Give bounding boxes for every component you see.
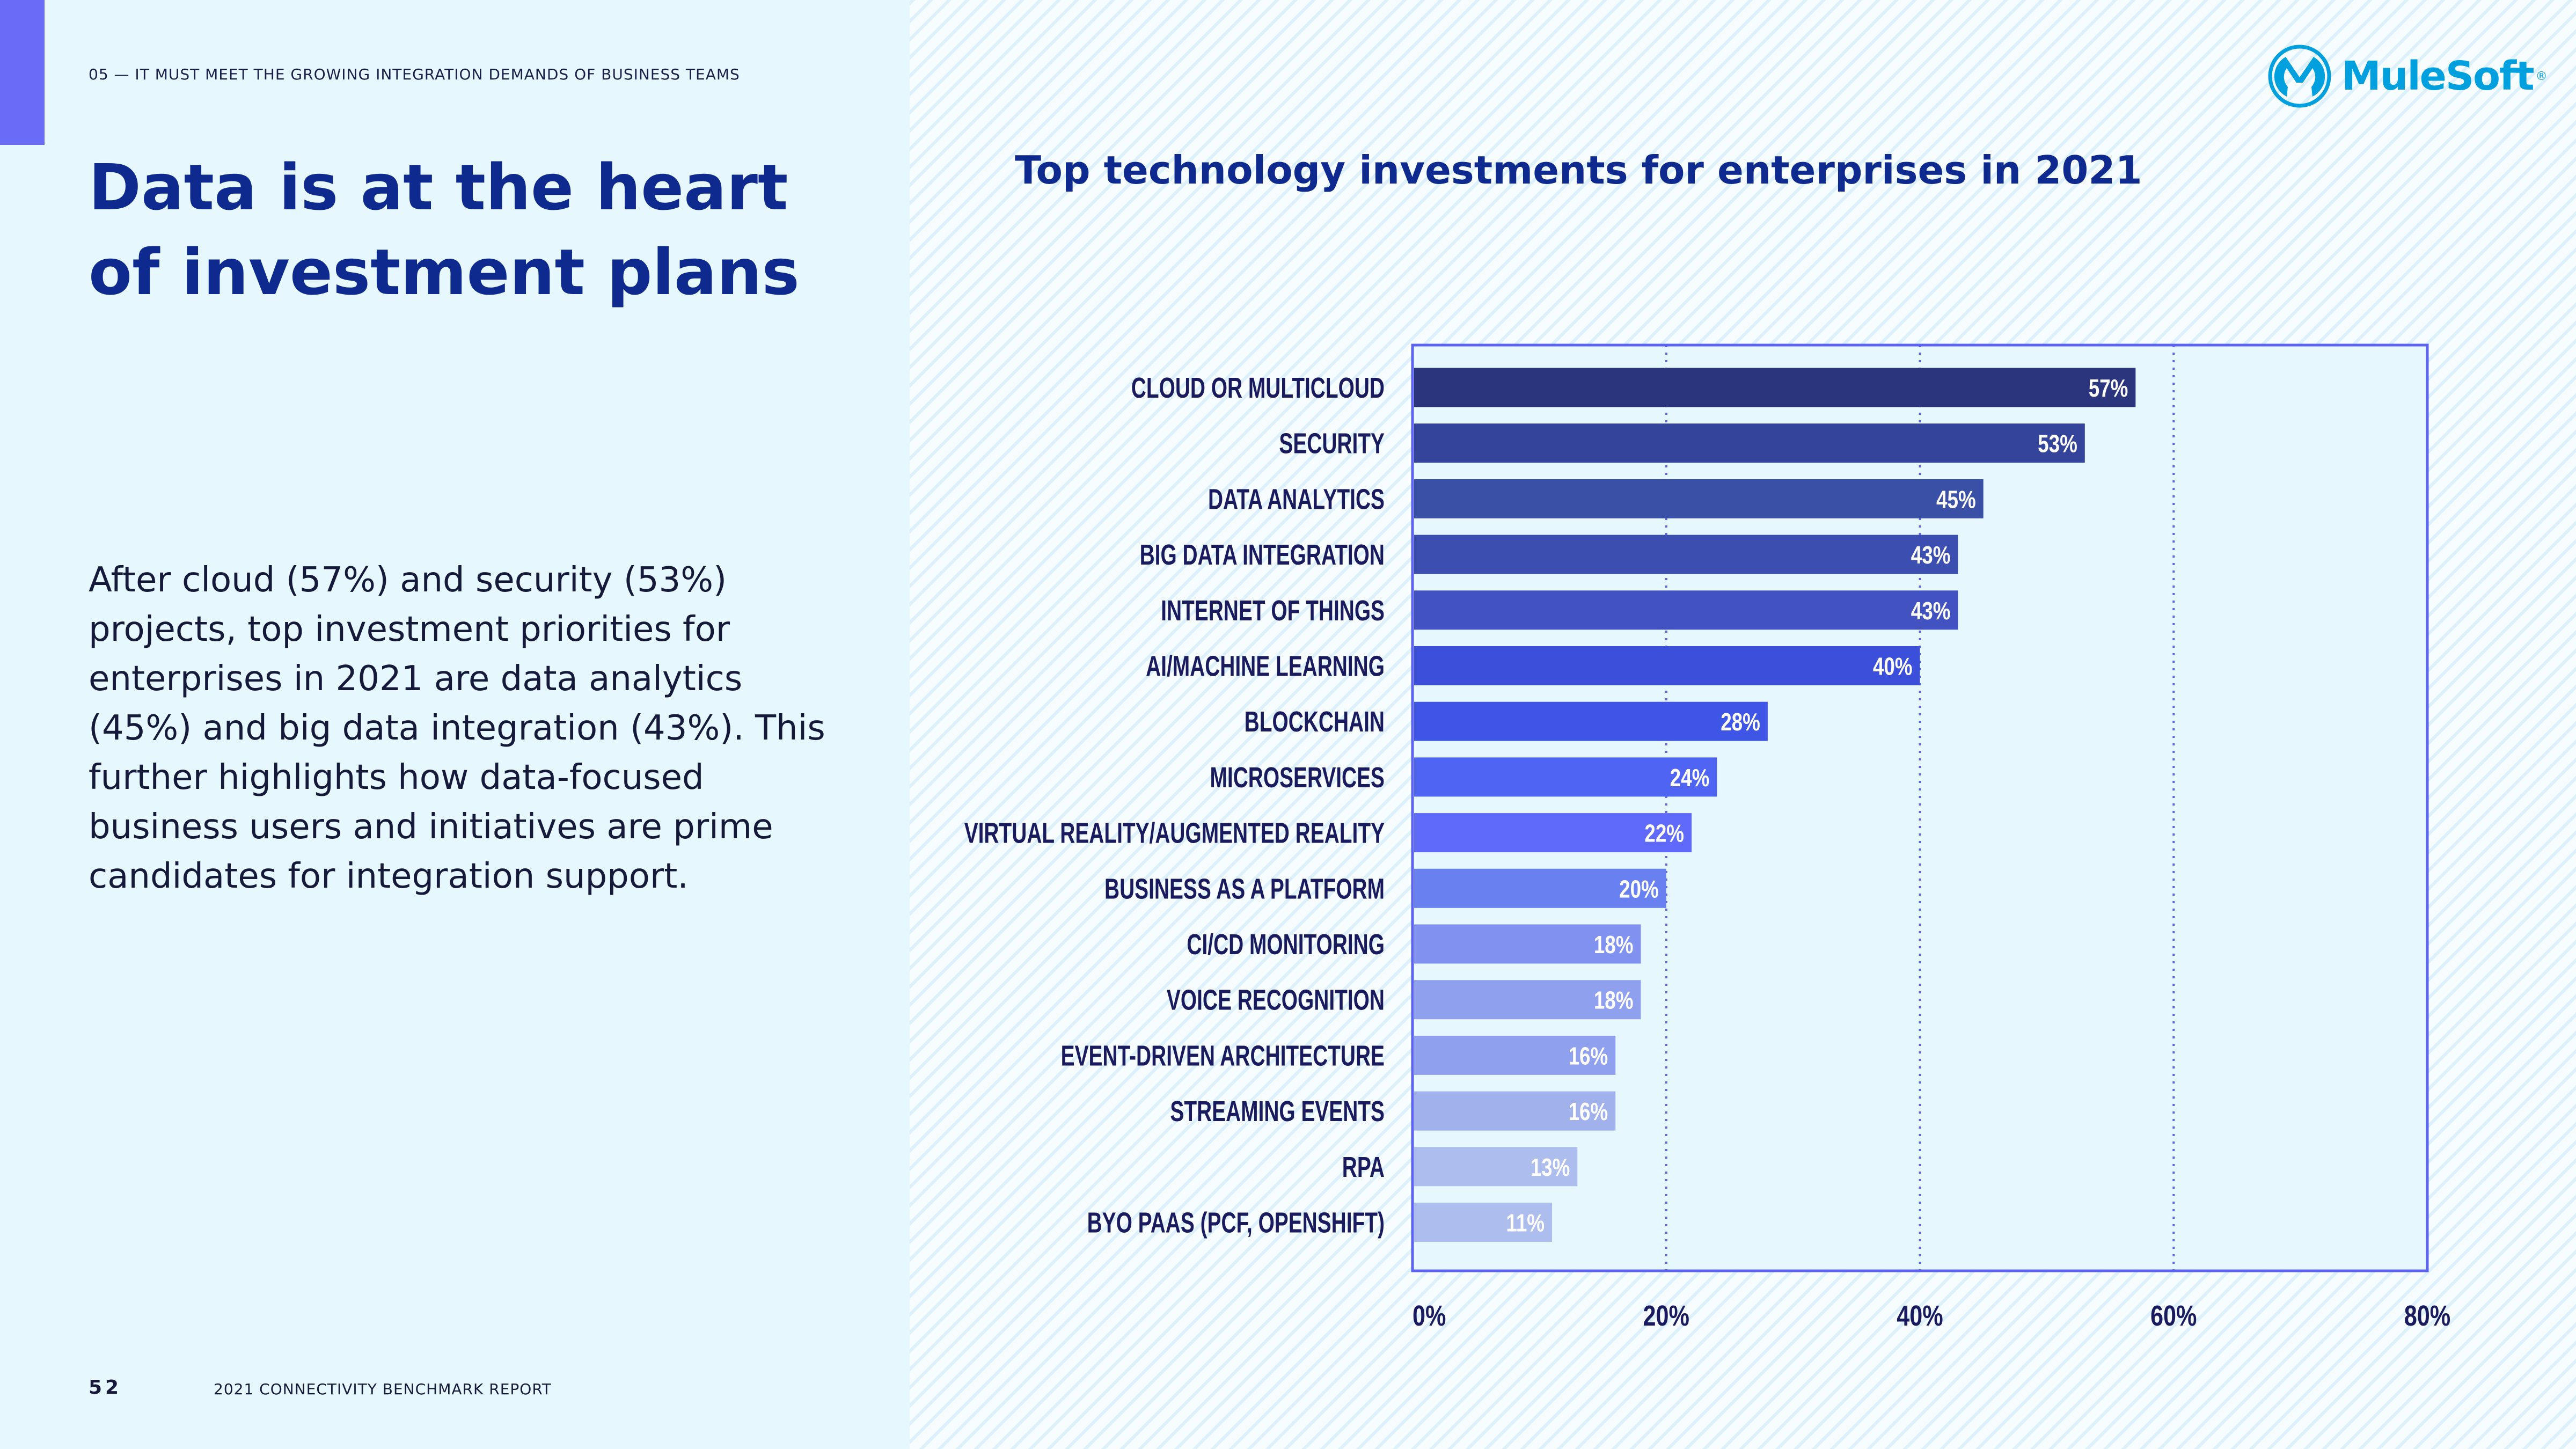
category-label: CI/CD MONITORING xyxy=(1187,928,1385,961)
bar xyxy=(1414,813,1692,853)
data-label: 45% xyxy=(1936,485,1976,513)
category-label: BUSINESS AS A PLATFORM xyxy=(1104,872,1385,905)
bar xyxy=(1414,980,1641,1020)
category-label: VIRTUAL REALITY/AUGMENTED REALITY xyxy=(964,816,1385,849)
x-tick-label: 0% xyxy=(1413,1300,1446,1333)
bar xyxy=(1414,1035,1616,1075)
bar xyxy=(1414,479,1984,518)
logo-text: MuleSoft xyxy=(2341,53,2535,99)
chart-title: Top technology investments for enterpris… xyxy=(1015,148,2142,193)
bar xyxy=(1414,646,1920,685)
footer-text: 2021 CONNECTIVITY BENCHMARK REPORT xyxy=(214,1380,552,1398)
data-label: 24% xyxy=(1670,764,1710,792)
bar xyxy=(1414,924,1641,964)
data-label: 28% xyxy=(1721,708,1760,736)
category-label: BLOCKCHAIN xyxy=(1245,705,1385,738)
data-label: 20% xyxy=(1619,875,1659,903)
category-label: STREAMING EVENTS xyxy=(1170,1095,1385,1128)
mulesoft-logo-icon xyxy=(2268,45,2331,108)
left-panel xyxy=(0,0,910,1449)
category-label: VOICE RECOGNITION xyxy=(1167,983,1385,1016)
category-label: CLOUD OR MULTICLOUD xyxy=(1131,371,1385,404)
bar xyxy=(1414,1203,1553,1242)
data-label: 53% xyxy=(2038,430,2077,458)
bar xyxy=(1414,590,1958,630)
category-label: BIG DATA INTEGRATION xyxy=(1140,538,1385,571)
bar xyxy=(1414,757,1717,797)
data-label: 18% xyxy=(1594,986,1634,1014)
category-label: INTERNET OF THINGS xyxy=(1161,594,1385,626)
page-number: 52 xyxy=(89,1377,122,1399)
x-tick-label: 40% xyxy=(1897,1300,1943,1333)
bar xyxy=(1414,368,2136,407)
bar xyxy=(1414,868,1666,908)
registered-mark: ® xyxy=(2535,69,2548,83)
data-label: 43% xyxy=(1911,597,1951,625)
section-kicker: 05 — IT MUST MEET THE GROWING INTEGRATIO… xyxy=(89,65,740,83)
x-tick-label: 80% xyxy=(2404,1300,2450,1333)
mulesoft-logo: MuleSoft ® xyxy=(2267,44,2548,108)
bar xyxy=(1414,1091,1616,1131)
data-label: 18% xyxy=(1594,931,1634,958)
category-label: MICROSERVICES xyxy=(1210,761,1385,794)
bar xyxy=(1414,1147,1578,1187)
bar xyxy=(1414,535,1958,574)
category-label: BYO PAAS (PCF, OPENSHIFT) xyxy=(1087,1206,1385,1239)
data-label: 43% xyxy=(1911,541,1951,569)
x-tick-label: 20% xyxy=(1643,1300,1689,1333)
x-tick-label: 60% xyxy=(2150,1300,2197,1333)
category-label: DATA ANALYTICS xyxy=(1208,482,1385,515)
data-label: 13% xyxy=(1531,1153,1570,1181)
page-title: Data is at the heart of investment plans xyxy=(89,150,800,309)
data-label: 40% xyxy=(1873,653,1913,680)
data-label: 22% xyxy=(1644,819,1684,847)
bar xyxy=(1414,701,1768,741)
data-label: 57% xyxy=(2089,374,2128,402)
category-label: SECURITY xyxy=(1279,427,1385,459)
category-label: EVENT-DRIVEN ARCHITECTURE xyxy=(1061,1039,1385,1072)
category-label: AI/MACHINE LEARNING xyxy=(1146,649,1385,682)
accent-bar xyxy=(0,0,45,145)
body-text: After cloud (57%) and security (53%) pro… xyxy=(89,560,825,896)
data-label: 16% xyxy=(1569,1042,1608,1070)
data-label: 11% xyxy=(1506,1209,1545,1237)
bar xyxy=(1414,423,2085,463)
category-label: RPA xyxy=(1342,1150,1385,1183)
data-label: 16% xyxy=(1569,1097,1608,1125)
